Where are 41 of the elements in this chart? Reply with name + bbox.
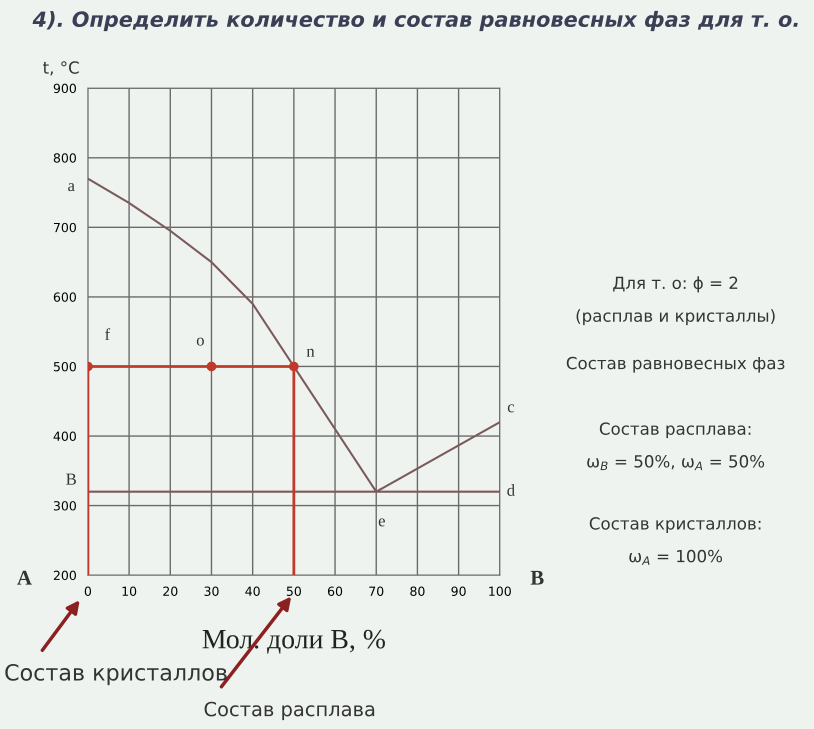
text: ω$_{B}$ = 50%, ω$_{A}$ = 50%	[587, 455, 764, 470]
annotation: c	[508, 404, 514, 412]
y-tick-label: 700	[54, 222, 76, 232]
text: ω$_{A}$ = 100%	[629, 550, 722, 565]
text: (расплав и кристаллы)	[576, 309, 775, 326]
y-tick-label: 200	[54, 570, 76, 580]
x-tick-label: 70	[369, 586, 384, 596]
x-axis-title: Мол. доли В, %	[202, 630, 385, 654]
text: B	[530, 570, 544, 585]
text: Для т. о: ϕ = 2	[613, 276, 738, 292]
annotation: n	[306, 348, 314, 357]
y-tick-label: 800	[54, 153, 76, 163]
y-tick-label: 400	[54, 432, 76, 441]
text: A	[17, 570, 32, 585]
x-tick-label: 40	[245, 586, 260, 596]
annotation: a	[68, 183, 75, 192]
y-tick-label: 900	[54, 84, 76, 94]
y-tick-label: 600	[54, 292, 76, 302]
x-tick-label: 60	[328, 586, 342, 596]
y-tick-label: 500	[54, 362, 76, 372]
text: Состав расплава	[204, 702, 374, 720]
y-axis-title: t, °C	[43, 61, 79, 76]
annotation: d	[507, 484, 515, 496]
x-tick-label: 20	[163, 586, 178, 596]
text: Состав равновесных фаз	[566, 356, 784, 373]
text: Состав расплава:	[600, 422, 750, 438]
text: Состав кристаллов:	[590, 517, 760, 533]
chart-title: 4). Определить количество и состав равновесных фаз для т. о.	[32, 10, 798, 32]
x-tick-label: 10	[122, 586, 136, 596]
x-tick-label: 100	[489, 586, 511, 596]
text: Состав кристаллов	[5, 664, 227, 686]
x-tick-label: 80	[410, 586, 425, 596]
y-tick-label: 300	[54, 501, 76, 511]
annotation: B	[66, 474, 76, 485]
annotation: o	[196, 338, 204, 346]
x-tick-label: 30	[204, 586, 219, 596]
annotation: f	[105, 328, 110, 340]
x-tick-label: 50	[286, 586, 301, 596]
x-tick-label: 0	[84, 586, 92, 596]
annotation: e	[378, 518, 385, 526]
x-tick-label: 90	[451, 586, 466, 596]
